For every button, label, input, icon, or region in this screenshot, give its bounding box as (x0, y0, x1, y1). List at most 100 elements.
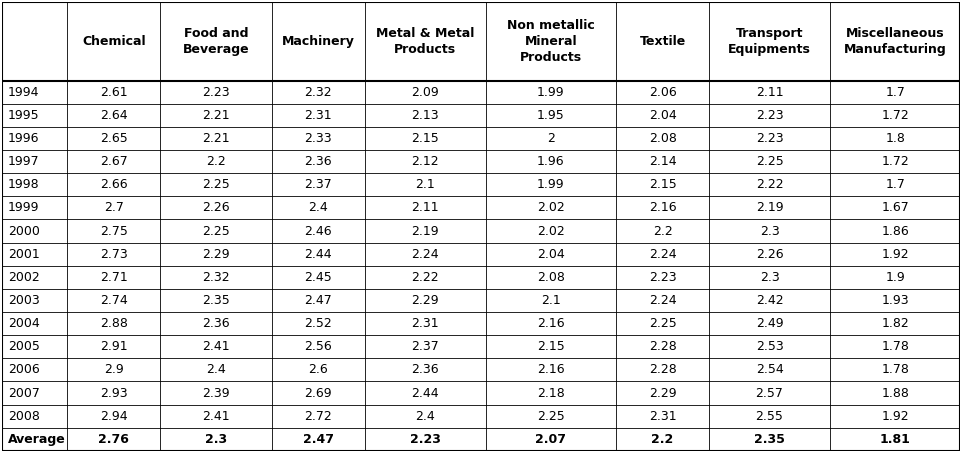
Text: 1.72: 1.72 (881, 155, 909, 168)
Text: 2.35: 2.35 (202, 294, 230, 307)
Text: 2.21: 2.21 (202, 109, 230, 122)
Text: 2.65: 2.65 (100, 132, 127, 145)
Text: 2.42: 2.42 (756, 294, 783, 307)
Text: 2.49: 2.49 (756, 317, 783, 330)
Text: 2.11: 2.11 (411, 202, 439, 214)
Text: 2.64: 2.64 (100, 109, 127, 122)
Text: 2.18: 2.18 (537, 386, 565, 400)
Text: 1996: 1996 (8, 132, 39, 145)
Text: 1.67: 1.67 (881, 202, 909, 214)
Text: 2.75: 2.75 (100, 225, 128, 237)
Text: 2.67: 2.67 (100, 155, 127, 168)
Text: 2.25: 2.25 (537, 410, 565, 423)
Text: 2.56: 2.56 (304, 340, 332, 353)
Text: 2.12: 2.12 (411, 155, 439, 168)
Text: Food and
Beverage: Food and Beverage (183, 27, 249, 56)
Text: 2.26: 2.26 (202, 202, 230, 214)
Text: 2.47: 2.47 (304, 294, 332, 307)
Text: 2.61: 2.61 (100, 86, 127, 99)
Text: 2006: 2006 (8, 363, 39, 376)
Text: 2.9: 2.9 (104, 363, 123, 376)
Text: 2.3: 2.3 (760, 271, 779, 284)
Text: 2.28: 2.28 (649, 340, 676, 353)
Text: 2.94: 2.94 (100, 410, 127, 423)
Text: 2.09: 2.09 (411, 86, 439, 99)
Text: 2.29: 2.29 (649, 386, 676, 400)
Text: Chemical: Chemical (82, 35, 145, 48)
Text: 1.95: 1.95 (537, 109, 565, 122)
Text: 2.23: 2.23 (202, 86, 230, 99)
Text: 2.3: 2.3 (205, 433, 227, 446)
Text: 2.25: 2.25 (756, 155, 784, 168)
Text: 2.29: 2.29 (202, 248, 230, 260)
Text: 2.23: 2.23 (410, 433, 441, 446)
Text: 2.53: 2.53 (756, 340, 784, 353)
Text: 2002: 2002 (8, 271, 39, 284)
Text: 2005: 2005 (8, 340, 39, 353)
Text: 2.35: 2.35 (754, 433, 785, 446)
Text: 2.25: 2.25 (202, 178, 230, 191)
Text: 2.55: 2.55 (756, 410, 784, 423)
Text: 2.15: 2.15 (411, 132, 439, 145)
Text: 2.6: 2.6 (308, 363, 328, 376)
Text: 2.41: 2.41 (202, 340, 230, 353)
Text: 2000: 2000 (8, 225, 39, 237)
Text: Average: Average (8, 433, 65, 446)
Text: 2007: 2007 (8, 386, 39, 400)
Text: 2.45: 2.45 (304, 271, 332, 284)
Text: 1.93: 1.93 (881, 294, 909, 307)
Text: 2001: 2001 (8, 248, 39, 260)
Text: 1995: 1995 (8, 109, 39, 122)
Text: 1.99: 1.99 (537, 86, 564, 99)
Text: 2.02: 2.02 (537, 202, 565, 214)
Text: 2008: 2008 (8, 410, 39, 423)
Text: 2.72: 2.72 (304, 410, 332, 423)
Text: 2.69: 2.69 (304, 386, 332, 400)
Text: 1.92: 1.92 (881, 410, 909, 423)
Text: 2.08: 2.08 (649, 132, 677, 145)
Text: 2.15: 2.15 (649, 178, 676, 191)
Text: 1.9: 1.9 (885, 271, 905, 284)
Text: Non metallic
Mineral
Products: Non metallic Mineral Products (508, 19, 595, 64)
Text: 2.25: 2.25 (649, 317, 676, 330)
Text: 2.2: 2.2 (206, 155, 226, 168)
Text: 2.32: 2.32 (304, 86, 332, 99)
Text: 2.2: 2.2 (651, 433, 674, 446)
Text: 2.37: 2.37 (304, 178, 332, 191)
Text: 2.31: 2.31 (411, 317, 439, 330)
Text: 1.99: 1.99 (537, 178, 564, 191)
Text: 2.02: 2.02 (537, 225, 565, 237)
Text: 2.14: 2.14 (649, 155, 676, 168)
Text: 2.15: 2.15 (537, 340, 565, 353)
Text: 2.16: 2.16 (537, 363, 564, 376)
Text: 2.06: 2.06 (649, 86, 676, 99)
Text: 2004: 2004 (8, 317, 39, 330)
Text: 1.8: 1.8 (885, 132, 905, 145)
Text: 2.73: 2.73 (100, 248, 127, 260)
Text: 1997: 1997 (8, 155, 39, 168)
Text: 2.08: 2.08 (537, 271, 565, 284)
Text: 2.19: 2.19 (411, 225, 439, 237)
Text: 2.28: 2.28 (649, 363, 676, 376)
Text: 2.26: 2.26 (756, 248, 783, 260)
Text: 2.74: 2.74 (100, 294, 127, 307)
Text: 2.3: 2.3 (760, 225, 779, 237)
Text: 1994: 1994 (8, 86, 39, 99)
Text: 1998: 1998 (8, 178, 39, 191)
Text: 2.44: 2.44 (411, 386, 439, 400)
Text: 2.36: 2.36 (202, 317, 230, 330)
Text: 2.33: 2.33 (304, 132, 332, 145)
Text: 2.25: 2.25 (202, 225, 230, 237)
Text: 2.1: 2.1 (541, 294, 560, 307)
Text: 2.31: 2.31 (649, 410, 676, 423)
Text: 2.91: 2.91 (100, 340, 127, 353)
Text: 1.86: 1.86 (881, 225, 909, 237)
Text: Miscellaneous
Manufacturing: Miscellaneous Manufacturing (844, 27, 947, 56)
Text: 2.19: 2.19 (756, 202, 783, 214)
Text: 2.23: 2.23 (756, 109, 783, 122)
Text: 1.81: 1.81 (880, 433, 911, 446)
Text: 2003: 2003 (8, 294, 39, 307)
Text: 2.44: 2.44 (304, 248, 332, 260)
Text: 2.13: 2.13 (411, 109, 439, 122)
Text: 1999: 1999 (8, 202, 39, 214)
